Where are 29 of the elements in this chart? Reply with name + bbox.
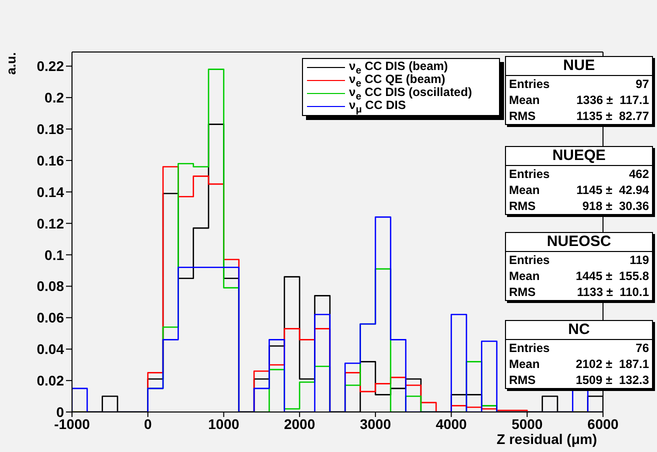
- y-tick-label: 0.22: [36, 58, 64, 74]
- x-axis-title: Z residual (μm): [496, 431, 597, 448]
- annotation: NC: [506, 321, 652, 340]
- stats-box: NUE Entries 97 Mean 1336 ± 117.1 RMS 1135 ± 82.77: [505, 56, 653, 125]
- x-tick-label: 4000: [436, 416, 468, 432]
- annotation: NUE: [506, 57, 652, 76]
- y-tick-label: 0.2: [44, 90, 64, 106]
- y-tick-label: 0.14: [36, 184, 64, 200]
- y-tick-label: 0.12: [36, 215, 64, 232]
- stats-box: NUEOSC Entries 119 Mean 1445 ± 155.8 RMS 1133 ± 110.1: [505, 232, 653, 301]
- stats-box: NUEQE Entries 462 Mean 1145 ± 42.94 RMS 918 ± 30.36: [505, 146, 653, 215]
- annotation: NUEQE: [506, 147, 652, 166]
- y-tick-label: 0.08: [36, 278, 64, 294]
- y-tick-label: 0: [56, 404, 64, 420]
- x-tick-label: 2000: [284, 416, 316, 432]
- x-tick-label: 1000: [208, 416, 240, 432]
- y-tick-label: 0.18: [36, 121, 64, 137]
- x-tick-label: 3000: [360, 416, 392, 432]
- y-tick-label: 0.02: [36, 372, 64, 389]
- stats-box: NC Entries 76 Mean 2102 ± 187.1 RMS 1509 ± 132.3: [505, 320, 653, 389]
- x-tick-label: 5000: [512, 416, 543, 432]
- y-tick-label: 0.06: [36, 310, 64, 326]
- x-tick-label: 0: [144, 416, 152, 432]
- x-tick-label: 6000: [587, 416, 619, 432]
- y-tick-label: 0.16: [36, 152, 64, 168]
- y-axis-title: a.u.: [4, 51, 18, 77]
- y-tick-label: 0.1: [44, 246, 64, 263]
- y-tick-label: 0.04: [36, 341, 64, 358]
- annotation: NUEOSC: [506, 233, 652, 252]
